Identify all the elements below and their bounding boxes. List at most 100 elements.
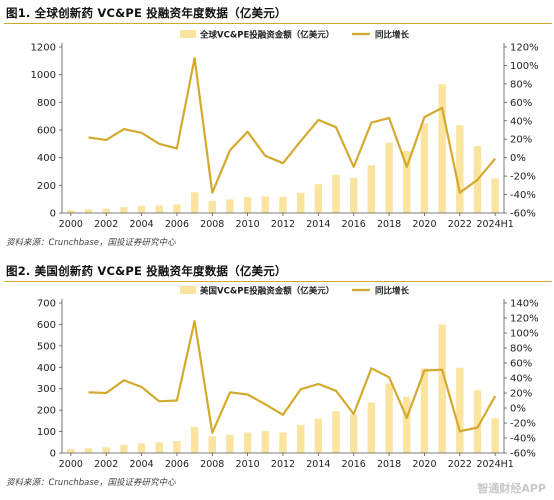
y-right-tick-label: -20% xyxy=(510,419,536,430)
y-right-tick-label: 0% xyxy=(510,153,526,164)
bar-2007 xyxy=(190,426,199,453)
y-left-tick-label: 400 xyxy=(37,363,56,374)
y-right-tick-label: 20% xyxy=(510,389,532,400)
x-tick-label: 2012 xyxy=(271,219,295,230)
bar-2002 xyxy=(102,208,110,213)
x-tick-label: 2006 xyxy=(165,459,189,470)
y-right-tick-label: -20% xyxy=(510,172,536,183)
bar-2015 xyxy=(332,174,340,213)
bar-2021 xyxy=(438,84,446,213)
x-tick-label: 2016 xyxy=(342,219,366,230)
x-tick-label: 2004 xyxy=(129,219,153,230)
bar-2005 xyxy=(155,205,163,213)
bar-2014 xyxy=(314,184,322,213)
y-right-tick-label: 20% xyxy=(510,135,532,146)
bar-2016 xyxy=(350,414,358,453)
x-tick-label: 2022 xyxy=(448,459,472,470)
y-right-tick-label: -60% xyxy=(510,209,536,220)
bar-2004 xyxy=(137,205,146,213)
bar-2009 xyxy=(226,434,234,453)
legend-swatch-bar xyxy=(180,286,196,294)
bar-2018 xyxy=(385,383,393,453)
y-right-tick-label: 40% xyxy=(510,374,532,385)
legend-label-bar: 全球VC&PE投融资金额（亿美元） xyxy=(199,30,334,41)
bar-2024H1 xyxy=(491,178,499,213)
x-tick-label: 2010 xyxy=(236,459,260,470)
bar-2000 xyxy=(67,449,75,453)
x-tick-label: 2022 xyxy=(448,219,472,230)
y-left-tick-label: 200 xyxy=(37,406,56,417)
y-right-tick-label: 40% xyxy=(510,116,532,127)
figure-2-title: 图2. 美国创新药 VC&PE 投融资年度数据（亿美元） xyxy=(6,264,287,278)
y-right-tick-label: 80% xyxy=(510,344,532,355)
bar-2019 xyxy=(403,151,411,213)
y-left-tick-label: 100 xyxy=(37,427,56,438)
y-left-tick-label: 1000 xyxy=(31,70,56,81)
x-tick-label: 2004 xyxy=(129,459,153,470)
x-tick-label: 2002 xyxy=(94,459,118,470)
bar-2021 xyxy=(438,324,446,453)
legend-label-line: 同比增长 xyxy=(375,286,410,297)
bar-2001 xyxy=(84,209,93,213)
bar-2010 xyxy=(243,432,252,453)
legend-label-bar: 美国VC&PE投融资金额（亿美元） xyxy=(200,286,334,297)
x-tick-label: 2020 xyxy=(412,219,436,230)
bar-2003 xyxy=(120,444,128,453)
y-left-tick-label: 500 xyxy=(37,341,56,352)
x-tick-label: 2024H1 xyxy=(476,459,513,470)
y-right-tick-label: 60% xyxy=(510,98,532,109)
x-tick-label: 2010 xyxy=(236,219,260,230)
x-tick-label: 2016 xyxy=(342,459,366,470)
bar-2013 xyxy=(297,425,305,453)
bar-2020 xyxy=(420,123,429,213)
y-left-tick-label: 200 xyxy=(37,181,56,192)
x-tick-label: 2002 xyxy=(94,219,118,230)
y-right-tick-label: 100% xyxy=(510,329,539,340)
bar-2020 xyxy=(420,368,429,453)
bar-2017 xyxy=(367,165,376,213)
bar-2008 xyxy=(208,200,216,213)
watermark: 智通财经APP xyxy=(477,482,546,495)
bar-2018 xyxy=(385,142,393,213)
figure-1-title-rule xyxy=(4,23,552,24)
bar-2006 xyxy=(173,204,181,213)
bar-2004 xyxy=(137,443,146,453)
y-right-tick-label: 140% xyxy=(510,299,539,310)
bar-2000 xyxy=(67,210,75,213)
y-right-tick-label: 120% xyxy=(510,314,539,325)
bar-2013 xyxy=(297,192,305,213)
figure-1-title: 图1. 全球创新药 VC&PE 投融资年度数据（亿美元） xyxy=(6,6,287,20)
figure-1-chart: 0 200 400 600 800 1000 1200 -60% -40% -20% 0% 20% 40… xyxy=(31,30,539,231)
y-left-tick-label: 1200 xyxy=(31,43,56,54)
y-left-tick-label: 700 xyxy=(37,299,56,310)
y-right-tick-label: -40% xyxy=(510,190,536,201)
y-right-tick-label: 0% xyxy=(510,404,526,415)
x-tick-label: 2020 xyxy=(412,459,436,470)
x-tick-label: 2000 xyxy=(59,459,83,470)
bar-2019 xyxy=(403,396,411,453)
bar-2003 xyxy=(120,207,128,213)
bar-2023 xyxy=(473,390,482,453)
x-tick-label: 2006 xyxy=(165,219,189,230)
bar-2001 xyxy=(84,448,93,453)
bar-2010 xyxy=(243,197,252,213)
figure-1-source: 资料来源：Crunchbase，国投证券研究中心 xyxy=(6,238,176,248)
bar-2002 xyxy=(102,447,110,453)
bar-2012 xyxy=(279,432,287,453)
bar-2011 xyxy=(261,196,269,213)
bar-2006 xyxy=(173,441,181,453)
bar-2017 xyxy=(367,402,376,453)
x-tick-label: 2024H1 xyxy=(476,219,513,230)
y-left-tick-label: 600 xyxy=(37,320,56,331)
bar-2008 xyxy=(208,436,216,453)
y-left-tick-label: 300 xyxy=(37,384,56,395)
y-left-tick-label: 800 xyxy=(37,98,56,109)
x-tick-label: 2014 xyxy=(306,219,330,230)
x-tick-label: 2000 xyxy=(59,219,83,230)
figure-2-title-rule xyxy=(4,281,552,282)
line-yoy-growth xyxy=(88,57,497,194)
y-left-tick-label: 0 xyxy=(50,449,56,460)
x-tick-label: 2008 xyxy=(200,219,224,230)
line-yoy-growth xyxy=(88,319,497,434)
bar-2014 xyxy=(314,418,322,453)
